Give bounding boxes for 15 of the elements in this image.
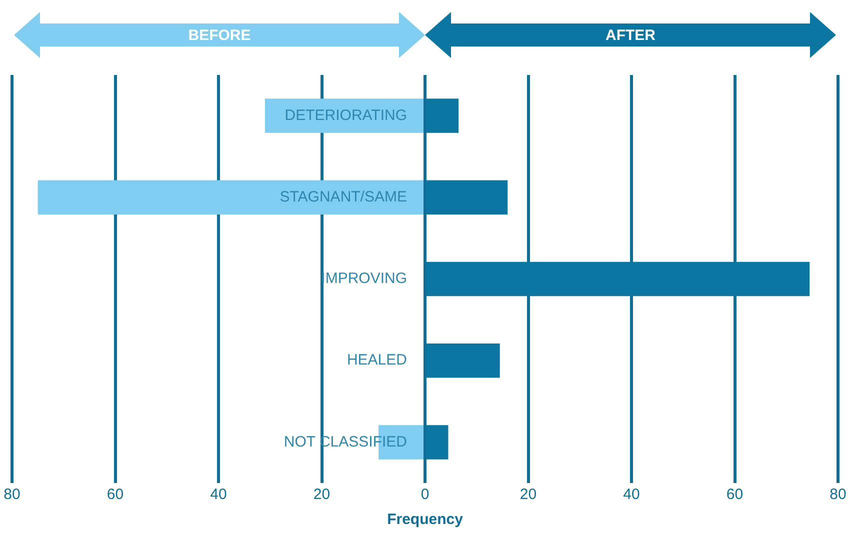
x-tick-label: 80 <box>830 486 846 504</box>
x-tick-label: 60 <box>106 486 124 504</box>
x-tick-label: 80 <box>4 486 20 504</box>
x-tick-label: 40 <box>210 486 227 504</box>
x-tick-label: 20 <box>520 486 537 504</box>
x-tick-label: 20 <box>313 486 330 504</box>
x-tick-label: 0 <box>420 486 430 504</box>
x-axis-title: Frequency <box>387 511 464 528</box>
y-tick-label: HEALED <box>346 352 408 369</box>
y-tick-label: DETERIORATING <box>284 106 407 124</box>
x-tick-label: 40 <box>623 486 640 504</box>
text: BEFORE <box>14 12 425 58</box>
y-tick-label: STAGNANT/SAME <box>280 188 407 206</box>
x-tick-label: 60 <box>726 486 744 504</box>
text: AFTER <box>425 12 836 58</box>
